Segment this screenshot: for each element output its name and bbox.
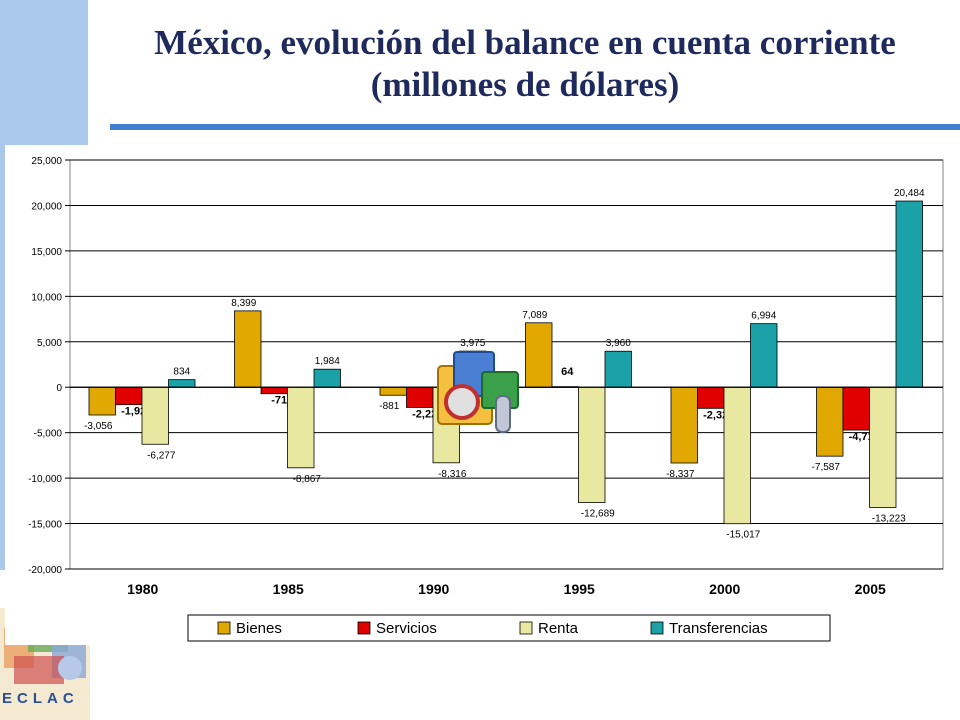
- bar-bienes-1990: [379, 386, 407, 396]
- x-tick-label-1995: 1995: [564, 581, 595, 597]
- bar-servicios-2000: [697, 386, 725, 409]
- bar-servicios-2005: [842, 386, 870, 431]
- data-label-transferencias-1995: 3,960: [606, 338, 631, 349]
- bar-bienes-1980: [88, 386, 116, 416]
- bar-servicios-1980: [115, 386, 143, 406]
- y-tick-label: 25,000: [31, 156, 62, 167]
- bar-servicios-1990: [406, 386, 434, 408]
- legend-swatch-bienes: [217, 621, 231, 635]
- legend-swatch-servicios: [357, 621, 371, 635]
- y-tick-label: 5,000: [37, 338, 62, 349]
- data-label-transferencias-1980: 834: [173, 367, 190, 378]
- data-label-bienes-1980: -3,056: [84, 421, 113, 432]
- bar-transferencias-1995: [604, 350, 632, 388]
- decorative-side-band: [0, 0, 88, 145]
- slide-title: México, evolución del balance en cuenta …: [154, 23, 896, 104]
- y-tick-label: -15,000: [28, 520, 62, 531]
- data-label-servicios-1995: 64: [561, 366, 574, 378]
- data-label-renta-2005: -13,223: [872, 513, 906, 524]
- data-label-bienes-1995: 7,089: [522, 310, 547, 321]
- data-label-renta-2000: -15,017: [726, 530, 760, 541]
- x-tick-label-2005: 2005: [855, 581, 886, 597]
- data-label-bienes-2000: -8,337: [666, 469, 695, 480]
- embedded-document-icon[interactable]: [432, 348, 524, 440]
- data-label-transferencias-2005: 20,484: [894, 188, 925, 199]
- title-underline: [110, 124, 960, 130]
- bar-transferencias-2000: [750, 323, 778, 388]
- legend-swatch-renta: [519, 621, 533, 635]
- x-tick-label-1990: 1990: [418, 581, 449, 597]
- bar-renta-1980: [141, 386, 169, 445]
- data-label-renta-1990: -8,316: [438, 469, 467, 480]
- legend-swatch-transferencias: [650, 621, 664, 635]
- y-tick-label: 20,000: [31, 201, 62, 212]
- logo-text: ECLAC: [2, 690, 79, 707]
- legend: [187, 614, 831, 642]
- bar-servicios-1985: [260, 386, 288, 395]
- bar-renta-1985: [287, 386, 315, 469]
- bar-transferencias-1980: [168, 379, 196, 388]
- x-tick-label-1980: 1980: [127, 581, 158, 597]
- data-label-transferencias-1990: 3,975: [460, 338, 485, 349]
- y-tick-label: -10,000: [28, 474, 62, 485]
- bar-renta-2000: [723, 386, 751, 525]
- bar-bienes-2000: [670, 386, 698, 464]
- y-tick-label: 0: [56, 383, 62, 394]
- y-tick-label: -20,000: [28, 565, 62, 576]
- bar-renta-2005: [869, 386, 897, 508]
- legend-label-transferencias: Transferencias: [669, 620, 768, 637]
- y-tick-label: 15,000: [31, 247, 62, 258]
- data-label-transferencias-2000: 6,994: [751, 311, 776, 322]
- data-label-renta-1995: -12,689: [581, 509, 615, 520]
- data-label-renta-1980: -6,277: [147, 450, 176, 461]
- bar-chart: -20,000 -15,000 -10,000 -5,000 0 5,000 10,000 1…: [5, 145, 960, 645]
- bar-bienes-1995: [525, 322, 553, 388]
- data-label-renta-1985: -8,867: [293, 474, 322, 485]
- data-label-bienes-1985: 8,399: [231, 298, 256, 309]
- plot-area: [69, 159, 944, 570]
- data-label-transferencias-1985: 1,984: [315, 356, 340, 367]
- data-label-bienes-1990: -881: [379, 401, 399, 412]
- legend-label-renta: Renta: [538, 620, 579, 637]
- y-tick-label: 10,000: [31, 292, 62, 303]
- bar-bienes-2005: [816, 386, 844, 457]
- bar-bienes-1985: [234, 310, 262, 388]
- y-tick-label: -5,000: [34, 429, 63, 440]
- bar-renta-1995: [578, 386, 606, 503]
- x-tick-label-1985: 1985: [273, 581, 304, 597]
- decorative-side-strip: [0, 145, 5, 570]
- bar-transferencias-2005: [895, 200, 923, 388]
- data-label-bienes-2005: -7,587: [812, 462, 841, 473]
- bar-transferencias-1985: [313, 368, 341, 388]
- x-tick-label-2000: 2000: [709, 581, 740, 597]
- eclac-logo: [0, 608, 90, 720]
- legend-label-bienes: Bienes: [236, 620, 282, 637]
- legend-label-servicios: Servicios: [376, 620, 437, 637]
